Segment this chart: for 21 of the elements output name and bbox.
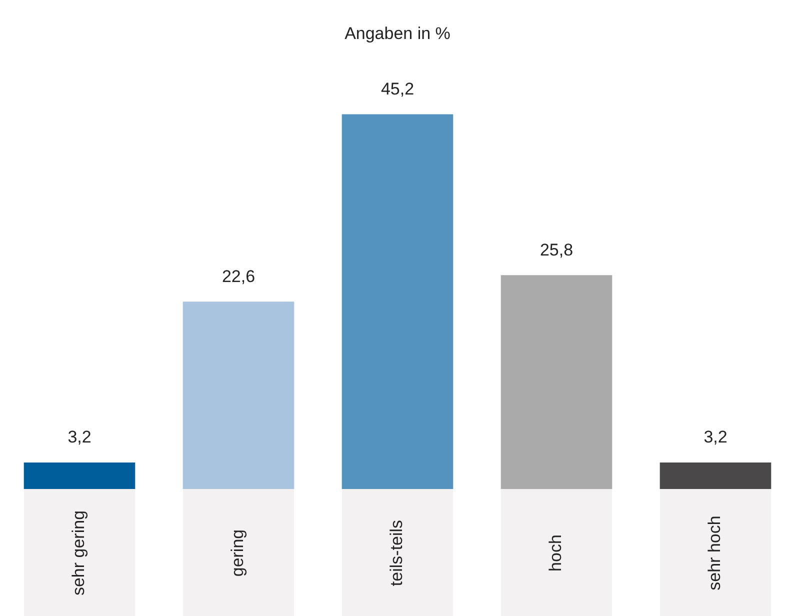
bar [342,114,454,489]
x-tick-label: teils-teils [387,519,408,586]
bar [660,462,772,489]
label-panel: hoch [500,489,612,616]
label-panel: sehr gering [24,489,136,616]
bar [500,275,612,489]
data-label: 3,2 [704,428,728,447]
x-tick-label: gering [228,528,248,576]
x-tick-label: sehr gering [69,510,90,596]
x-tick-label: hoch [546,534,566,571]
data-label: 3,2 [68,428,92,447]
label-panel: sehr hoch [660,489,772,616]
data-label: 25,8 [540,240,574,260]
x-tick-label: sehr hoch [705,515,726,590]
label-panel: teils-teils [342,489,454,616]
bar [182,302,294,489]
data-label: 22,6 [222,266,256,286]
data-label: 45,2 [380,79,414,98]
chart-title: Angaben in % [344,24,450,43]
bar [24,462,136,489]
label-panel: gering [182,489,294,616]
